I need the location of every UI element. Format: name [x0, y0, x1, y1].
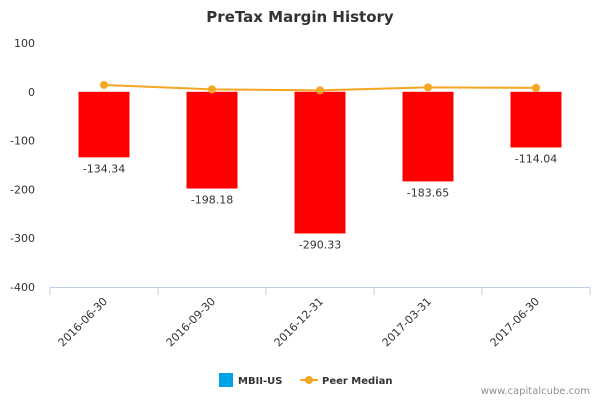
legend-mbii-swatch — [219, 373, 233, 387]
bar[interactable] — [510, 91, 562, 148]
y-tick-label: -300 — [10, 232, 35, 245]
x-tick-label: 2017-03-31 — [380, 295, 434, 349]
bar[interactable] — [186, 91, 238, 189]
peer-median-point[interactable] — [208, 85, 216, 94]
bar-data-label: -114.04 — [515, 152, 557, 165]
bar[interactable] — [402, 91, 454, 182]
bar[interactable] — [78, 91, 130, 158]
legend: MBII-US Peer Median — [219, 373, 393, 387]
x-axis-tickmarks — [49, 287, 591, 295]
peer-median-point[interactable] — [532, 83, 540, 92]
bar-data-label: -198.18 — [191, 194, 233, 207]
peer-median-point[interactable] — [424, 83, 432, 92]
bar-data-label: -134.34 — [83, 162, 125, 175]
peer-median-point[interactable] — [100, 80, 108, 89]
peer-median-series — [100, 80, 540, 95]
x-tick-label: 2016-06-30 — [56, 295, 110, 349]
y-tick-label: 0 — [28, 86, 35, 99]
x-tick-label: 2016-09-30 — [164, 295, 218, 349]
credit-text: www.capitalcube.com — [481, 386, 590, 397]
peer-median-point[interactable] — [316, 86, 324, 95]
x-tick-label: 2017-06-30 — [488, 295, 542, 349]
chart-title: PreTax Margin History — [206, 8, 394, 26]
bar-data-label: -290.33 — [299, 238, 341, 251]
legend-mbii-label[interactable]: MBII-US — [238, 376, 283, 387]
bar-series — [78, 91, 562, 234]
bar-data-label: -183.65 — [407, 186, 449, 199]
y-tick-label: -400 — [10, 281, 35, 294]
bar-data-labels: -134.34 -198.18 -290.33 -183.65 -114.04 — [83, 152, 557, 251]
bar[interactable] — [294, 91, 346, 234]
y-axis-ticks: 100 0 -100 -200 -300 -400 — [10, 37, 35, 294]
y-tick-label: -100 — [10, 135, 35, 148]
y-tick-label: -200 — [10, 183, 35, 196]
legend-peer-label[interactable]: Peer Median — [322, 376, 393, 387]
legend-peer-marker — [305, 376, 313, 384]
y-tick-label: 100 — [14, 37, 35, 50]
x-axis-tick-labels: 2016-06-30 2016-09-30 2016-12-31 2017-03-31… — [56, 295, 542, 349]
x-tick-label: 2016-12-31 — [272, 295, 326, 349]
